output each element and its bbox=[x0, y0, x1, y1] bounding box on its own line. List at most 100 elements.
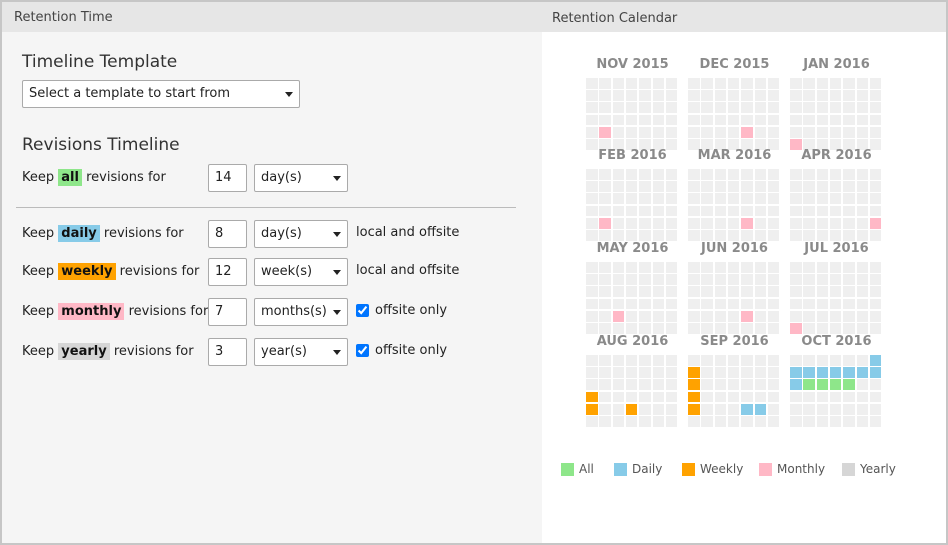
calendar-cell bbox=[688, 114, 700, 126]
calendar-cell bbox=[767, 355, 780, 366]
unit-select[interactable]: months(s) bbox=[254, 298, 348, 326]
calendar-cell bbox=[754, 310, 766, 322]
calendar-cell bbox=[652, 114, 664, 126]
calendar-cell bbox=[754, 169, 766, 180]
calendar-cell bbox=[665, 262, 678, 273]
calendar-cell bbox=[869, 205, 882, 217]
calendar-cell bbox=[625, 286, 638, 298]
calendar-cell bbox=[599, 169, 611, 180]
calendar-cell bbox=[688, 286, 700, 298]
offsite-checkbox[interactable] bbox=[356, 304, 369, 317]
calendar-cell bbox=[652, 367, 664, 378]
calendar-cell bbox=[665, 391, 678, 403]
calendar-cell bbox=[701, 262, 713, 273]
calendar-cell bbox=[701, 286, 713, 298]
calendar-cell bbox=[625, 379, 638, 391]
calendar-cell bbox=[652, 90, 664, 101]
calendar-cell bbox=[767, 217, 780, 229]
calendar-cell bbox=[754, 217, 766, 229]
calendar-cell bbox=[665, 217, 678, 229]
calendar-cell bbox=[665, 274, 678, 285]
calendar-cell bbox=[652, 379, 664, 391]
calendar-cell bbox=[599, 230, 611, 241]
calendar-cell bbox=[727, 323, 740, 334]
calendar-cell bbox=[856, 169, 868, 180]
calendar-cell bbox=[869, 286, 882, 298]
calendar-cell bbox=[741, 205, 753, 217]
calendar-cell bbox=[625, 416, 638, 427]
calendar-cell bbox=[741, 181, 753, 192]
unit-select[interactable]: year(s) bbox=[254, 338, 348, 366]
amount-input[interactable]: 12 bbox=[208, 258, 247, 286]
calendar-cell bbox=[652, 355, 664, 366]
calendar-cell bbox=[869, 181, 882, 192]
calendar-cell bbox=[586, 126, 598, 138]
unit-select[interactable]: day(s) bbox=[254, 164, 348, 192]
calendar-cell bbox=[741, 416, 753, 427]
calendar-cell bbox=[869, 193, 882, 205]
calendar-cell bbox=[688, 217, 700, 229]
calendar-cell bbox=[843, 102, 855, 114]
calendar-cell bbox=[612, 181, 625, 192]
retained-day bbox=[803, 379, 815, 391]
calendar-cell bbox=[639, 78, 651, 89]
keep-text: Keep bbox=[22, 226, 55, 241]
calendar-cell bbox=[665, 355, 678, 366]
calendar-cell bbox=[727, 102, 740, 114]
amount-input[interactable]: 14 bbox=[208, 164, 247, 192]
calendar-cell bbox=[790, 126, 802, 138]
calendar-cell bbox=[665, 205, 678, 217]
calendar-cell bbox=[639, 217, 651, 229]
amount-input[interactable]: 7 bbox=[208, 298, 247, 326]
template-select[interactable]: Select a template to start from bbox=[22, 80, 300, 108]
unit-select[interactable]: week(s) bbox=[254, 258, 348, 286]
calendar-cell bbox=[741, 298, 753, 310]
calendar-cell bbox=[727, 274, 740, 285]
calendar-cell bbox=[652, 391, 664, 403]
unit-select[interactable]: day(s) bbox=[254, 220, 348, 248]
amount-input[interactable]: 3 bbox=[208, 338, 247, 366]
calendar-cell bbox=[599, 262, 611, 273]
calendar-cell bbox=[856, 181, 868, 192]
amount-input[interactable]: 8 bbox=[208, 220, 247, 248]
calendar-cell bbox=[829, 126, 842, 138]
calendar-cell bbox=[701, 139, 713, 150]
retained-day bbox=[688, 367, 700, 378]
calendar-cell bbox=[856, 230, 868, 241]
legend-label: Monthly bbox=[777, 462, 826, 476]
calendar-cell bbox=[652, 102, 664, 114]
calendar-cell bbox=[856, 274, 868, 285]
calendar-cell bbox=[754, 298, 766, 310]
calendar-cell bbox=[625, 78, 638, 89]
calendar-cell bbox=[843, 262, 855, 273]
calendar-cell bbox=[843, 416, 855, 427]
retained-day bbox=[741, 310, 753, 322]
calendar-cell bbox=[612, 391, 625, 403]
calendar-cell bbox=[714, 379, 727, 391]
legend-swatch bbox=[682, 463, 695, 476]
month-label: APR 2016 bbox=[801, 148, 872, 163]
retained-day bbox=[612, 310, 625, 322]
revision-tag: yearly bbox=[58, 343, 110, 360]
calendar-cell bbox=[612, 217, 625, 229]
calendar-cell bbox=[767, 323, 780, 334]
dropdown-arrow bbox=[333, 350, 341, 355]
calendar-cell bbox=[767, 230, 780, 241]
calendar-cell bbox=[843, 78, 855, 89]
calendar-cell bbox=[714, 403, 727, 415]
divider bbox=[16, 207, 516, 208]
calendar-cell bbox=[790, 102, 802, 114]
calendar-cell bbox=[727, 391, 740, 403]
calendar-cell bbox=[612, 355, 625, 366]
retained-day bbox=[625, 403, 638, 415]
calendar-cell bbox=[586, 193, 598, 205]
month-label: JAN 2016 bbox=[803, 57, 870, 72]
calendar-cell bbox=[599, 139, 611, 150]
calendar-cell bbox=[612, 193, 625, 205]
calendar-cell bbox=[803, 181, 815, 192]
calendar-cell bbox=[829, 139, 842, 150]
retained-day bbox=[816, 367, 829, 378]
calendar-cell bbox=[843, 139, 855, 150]
calendar-cell bbox=[665, 310, 678, 322]
offsite-checkbox[interactable] bbox=[356, 344, 369, 357]
